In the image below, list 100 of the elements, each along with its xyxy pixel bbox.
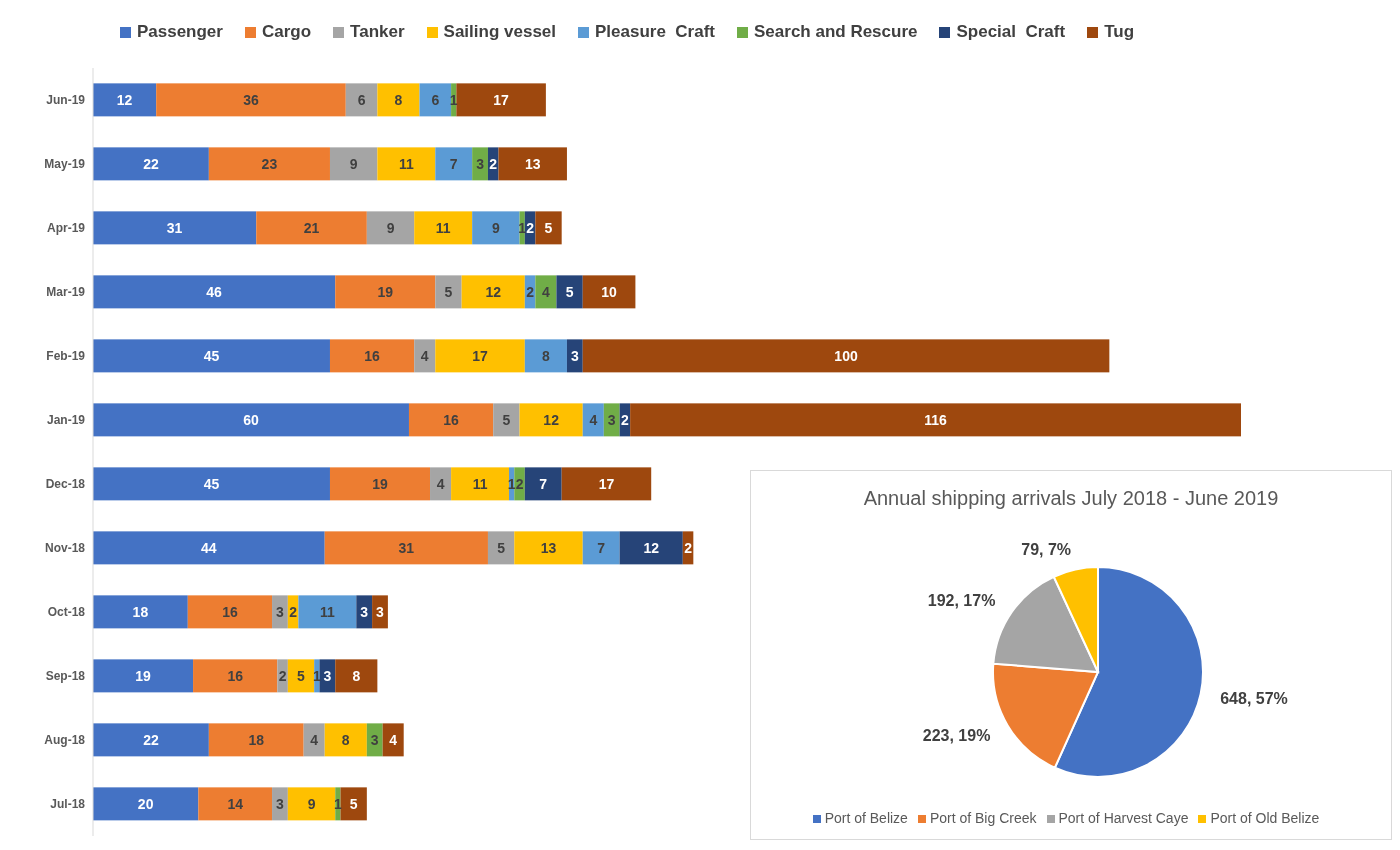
bar [524,467,562,501]
data-label: 17 [472,347,489,364]
data-label: 18 [132,603,149,620]
bar [377,147,436,181]
bar [461,275,525,309]
bar [487,531,515,565]
data-label: 16 [364,347,381,364]
bar [287,659,315,693]
data-label: 2 [489,155,498,172]
data-label: 9 [307,795,316,812]
bar [582,403,604,437]
data-label: 22 [143,155,159,172]
bar [619,531,683,565]
bar [93,467,330,501]
bar [208,147,330,181]
bar [340,787,367,821]
data-label: 5 [444,283,453,300]
data-label: 22 [143,731,159,748]
data-label: 3 [376,603,385,620]
bar [187,595,273,629]
data-label: 11 [472,475,488,492]
bar [93,595,188,629]
legend-label: Search and Rescure [754,22,918,42]
bar [329,339,415,373]
data-label: 46 [206,283,223,300]
data-label: 16 [227,667,244,684]
bar [582,531,620,565]
bar [414,339,436,373]
data-label: 5 [297,667,306,684]
bar [345,83,378,117]
bar [472,211,520,245]
bar [377,83,420,117]
data-label: 10 [601,283,618,300]
data-label: 4 [420,347,429,364]
legend-label: Sailing vessel [443,22,557,42]
data-label: 12 [485,283,502,300]
y-tick-label: Jul-18 [50,797,86,812]
data-label: 2 [526,283,535,300]
bar [93,531,325,565]
data-label: 11 [319,603,335,620]
bar [435,147,473,181]
data-label: 4 [310,731,319,748]
bar [524,339,567,373]
data-label: 16 [222,603,238,620]
bar [519,403,583,437]
bar [582,275,636,309]
y-tick-label: Apr-19 [46,221,86,236]
bar [414,211,473,245]
data-label: 31 [166,219,183,236]
bar [408,403,494,437]
data-label: 12 [116,91,133,108]
data-label: 13 [540,539,557,556]
y-tick-label: Aug-18 [44,733,86,748]
data-label: 4 [541,283,550,300]
data-label: 9 [491,219,500,236]
bar [93,403,409,437]
data-label: 3 [276,795,285,812]
bar [335,275,436,309]
bar [556,275,583,309]
data-label: 60 [243,411,259,428]
y-tick-label: Mar-19 [46,285,86,300]
bar [193,659,278,693]
data-label: 2 [684,539,693,556]
y-tick-label: Nov-18 [44,541,86,556]
y-tick-label: Dec-18 [45,477,86,492]
bar [372,595,388,629]
data-label: 11 [435,219,451,236]
bar [324,723,367,757]
y-tick-label: Feb-19 [46,349,86,364]
bar [435,275,462,309]
bar [256,211,367,245]
data-label: 12 [543,411,560,428]
bar [456,83,546,117]
data-label: 2 [515,475,524,492]
bar [498,147,567,181]
data-label: 3 [276,603,285,620]
bar [272,595,288,629]
bar [208,723,304,757]
bar [93,659,194,693]
bar [435,339,525,373]
data-label: 4 [436,475,445,492]
bar [366,723,383,757]
data-label: 9 [349,155,358,172]
y-tick-label: Jan-19 [46,413,86,428]
data-label: 20 [137,795,154,812]
bar [472,147,488,181]
data-label: 5 [497,539,506,556]
data-label: 2 [289,603,298,620]
data-label: 7 [597,539,606,556]
data-label: 223, 19% [922,727,991,745]
bar [493,403,520,437]
bar [603,403,620,437]
data-label: 8 [394,91,403,108]
legend-label: Port of Belize [824,810,908,826]
bar [93,787,199,821]
bar [93,83,157,117]
legend-label: Cargo [261,22,312,42]
bar [630,403,1241,437]
bar [319,659,336,693]
data-label: 2 [278,667,287,684]
